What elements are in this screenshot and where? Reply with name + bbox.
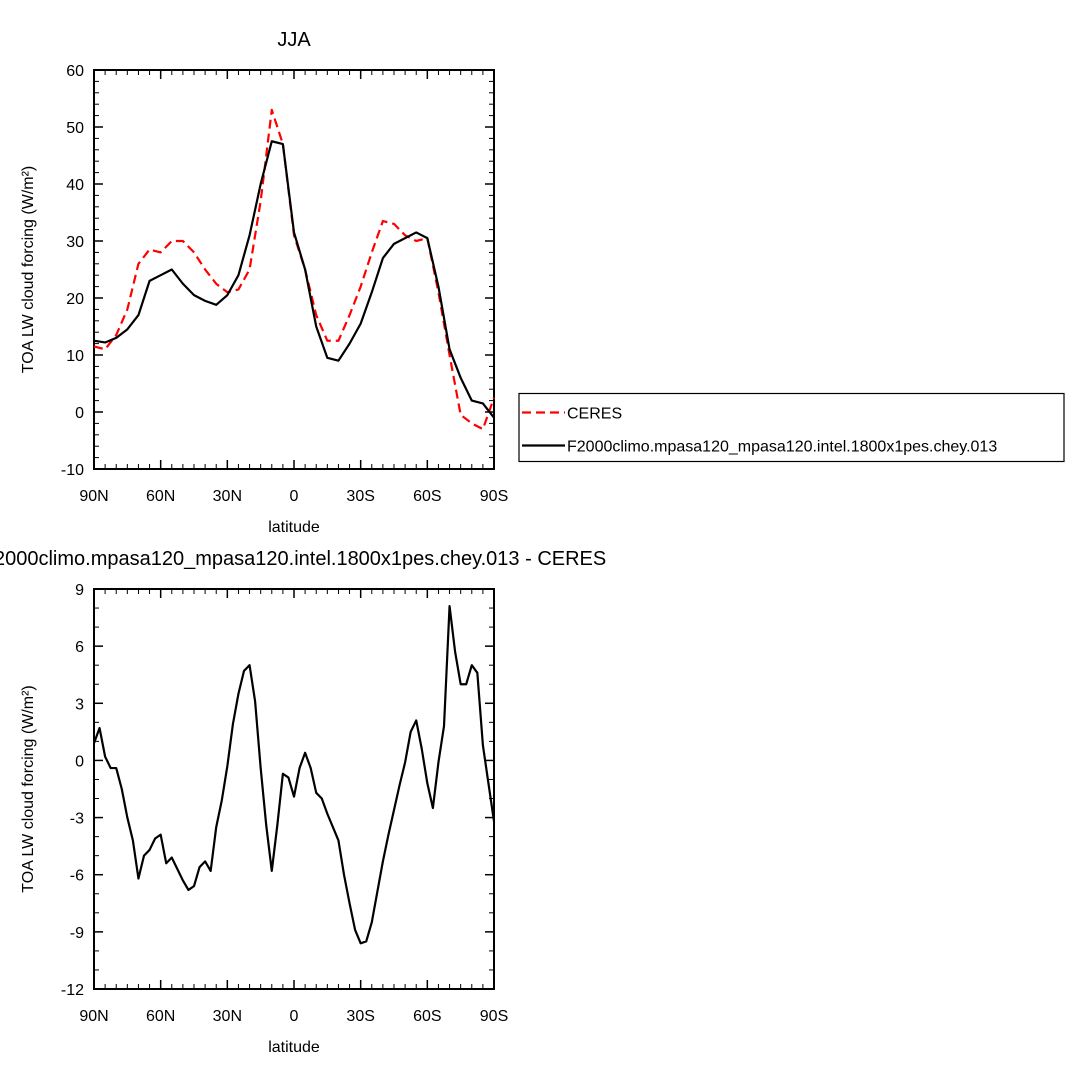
data-line [93, 140, 495, 419]
y-axis-label: TOA LW cloud forcing (W/m²) [20, 685, 37, 892]
x-tick-label: 0 [290, 488, 299, 505]
y-tick-label: 3 [75, 696, 84, 713]
y-tick-label: 9 [75, 582, 84, 599]
x-axis-label: latitude [268, 1039, 320, 1056]
x-tick-label: 60S [413, 488, 441, 505]
legend-box [518, 392, 1065, 463]
y-tick-label: 40 [66, 177, 84, 194]
y-axis-label: TOA LW cloud forcing (W/m²) [20, 166, 37, 373]
y-tick-label: -3 [70, 811, 84, 828]
y-tick-label: 0 [75, 753, 84, 770]
y-tick-label: -9 [70, 925, 84, 942]
x-tick-label: 60N [146, 1008, 175, 1025]
y-tick-label: -10 [61, 462, 84, 479]
y-tick-label: 50 [66, 120, 84, 137]
data-line [92, 605, 496, 945]
y-tick-label: 20 [66, 291, 84, 308]
x-tick-label: 0 [290, 1008, 299, 1025]
x-tick-label: 30S [346, 1008, 374, 1025]
x-tick-label: 90N [79, 1008, 108, 1025]
x-tick-label: 60N [146, 488, 175, 505]
x-tick-label: 60S [413, 1008, 441, 1025]
x-tick-label: 30S [346, 488, 374, 505]
y-tick-label: 60 [66, 63, 84, 80]
legend-label: CERES [567, 406, 622, 423]
x-tick-label: 90S [480, 1008, 508, 1025]
y-tick-label: 6 [75, 639, 84, 656]
plot-frame [93, 588, 495, 990]
x-tick-label: 90S [480, 488, 508, 505]
x-tick-label: 30N [213, 488, 242, 505]
x-axis-label: latitude [268, 519, 320, 536]
legend-label: F2000climo.mpasa120_mpasa120.intel.1800x… [567, 439, 997, 456]
y-tick-label: -6 [70, 868, 84, 885]
y-tick-label: 0 [75, 405, 84, 422]
chart-title: JJA [277, 29, 311, 51]
chart-title: F2000climo.mpasa120_mpasa120.intel.1800x… [0, 548, 606, 570]
x-tick-label: 30N [213, 1008, 242, 1025]
y-tick-label: 10 [66, 348, 84, 365]
y-tick-label: -12 [61, 982, 84, 999]
y-tick-label: 30 [66, 234, 84, 251]
x-tick-label: 90N [79, 488, 108, 505]
